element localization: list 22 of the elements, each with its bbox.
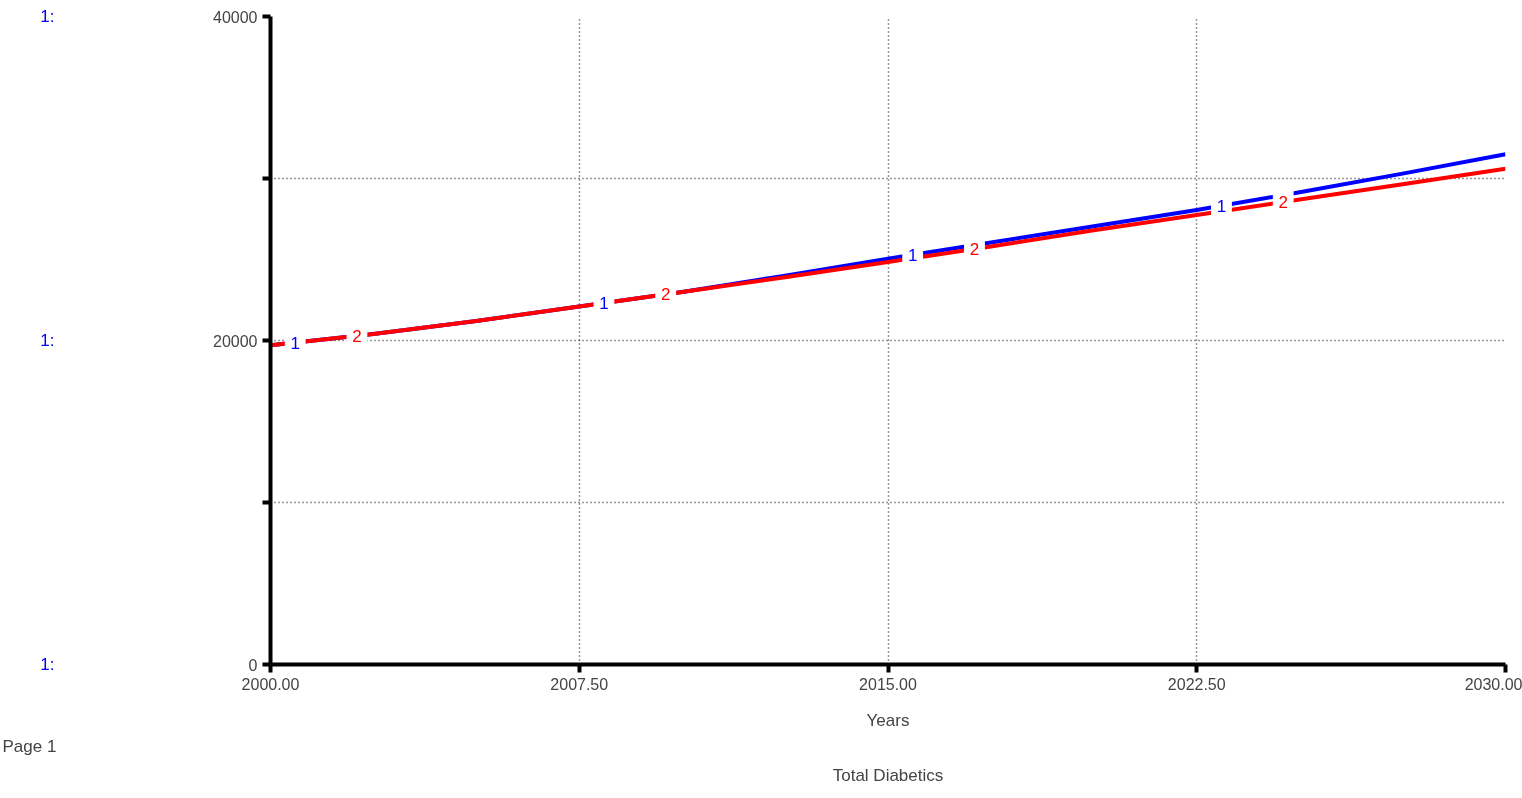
text: 1: bbox=[40, 655, 55, 674]
x-tick-label: 2000.00 bbox=[241, 675, 300, 693]
x-tick-label: 2015.00 bbox=[859, 675, 918, 693]
x-tick-label: 2030.00 bbox=[1464, 675, 1522, 693]
text: 1 bbox=[599, 293, 609, 313]
x-axis-title: Years bbox=[866, 710, 910, 730]
x-tick-label: 2022.50 bbox=[1167, 675, 1226, 693]
text: Total Diabetics bbox=[832, 765, 944, 785]
text: 1 bbox=[907, 245, 918, 265]
text: 1 bbox=[1216, 196, 1227, 216]
text: 1: bbox=[40, 7, 55, 26]
y-tick-label: 0 bbox=[248, 656, 258, 674]
series-label: 2 bbox=[352, 326, 362, 346]
y-tick-label: 20000 bbox=[213, 332, 258, 350]
text: 2 bbox=[1278, 193, 1288, 213]
y-tick-label: 40000 bbox=[213, 8, 258, 26]
text: 2 bbox=[660, 285, 671, 305]
text: Page 1 bbox=[2, 736, 57, 756]
x-tick-label: 2007.50 bbox=[550, 675, 609, 693]
text: 2 bbox=[969, 240, 980, 259]
series-label: 1 bbox=[290, 333, 300, 353]
text: 1: bbox=[40, 331, 55, 350]
